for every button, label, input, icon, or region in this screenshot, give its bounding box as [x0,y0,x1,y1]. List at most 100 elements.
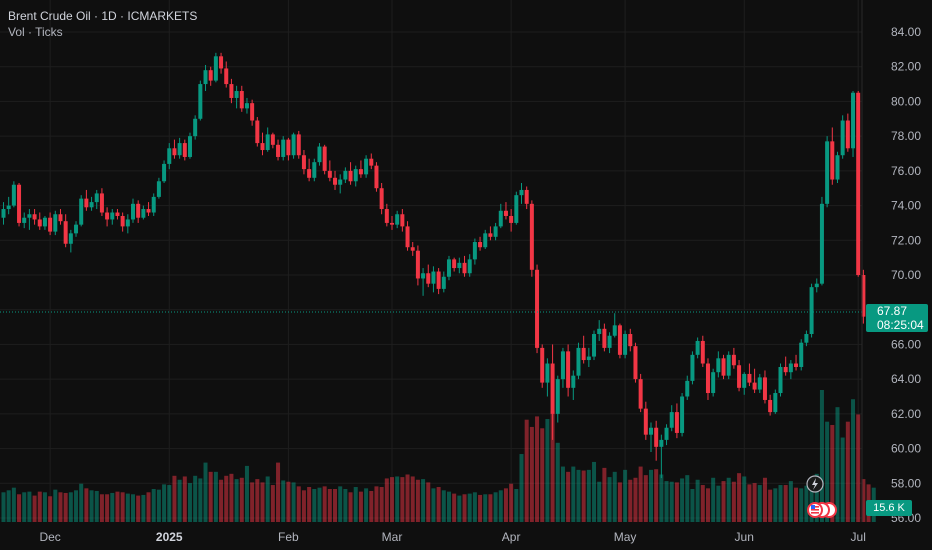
price-tick-label: 80.00 [891,94,921,108]
candle-body [131,203,135,220]
time-tick-label: May [614,530,637,544]
volume-bar [390,477,394,522]
volume-bar [571,466,576,522]
volume-bar [674,482,679,522]
candle-body [68,233,73,244]
candle-body [431,271,436,284]
volume-bar [182,476,187,522]
volume-bar [410,476,415,522]
candle-body [586,356,591,361]
candle-body [115,212,120,216]
time-tick-label: Jun [735,530,754,544]
candle-body [151,196,156,213]
volume-bar [167,485,172,522]
candle-body [581,347,586,361]
volume-bar [472,492,477,522]
volume-bar [566,471,571,522]
volume-bar [705,488,710,522]
volume-bar [250,482,255,522]
volume-bar [845,421,850,522]
candle-body [296,134,301,156]
volume-bar [529,426,534,522]
candle-body [348,170,353,182]
volume-bar [224,475,229,522]
price-tick-label: 74.00 [891,199,921,213]
volume-bar [649,469,653,522]
volume-bar [338,486,343,522]
candle-body [731,354,736,366]
candle-body [162,163,167,182]
volume-bar [255,479,260,522]
volume-bar [623,469,628,522]
candle-body [156,181,161,197]
volume-bar [773,488,778,522]
volume-bar [711,477,716,522]
candle-body [566,351,571,388]
price-axis[interactable]: 84.00 82.00 80.00 78.00 76.00 74.00 72.00 70.00… [891,25,921,525]
volume-bar [42,492,47,522]
volume-bar [633,477,638,522]
volume-bar [115,491,120,522]
candle-body [524,189,529,204]
volume-bar [94,490,99,522]
candle-body [483,233,488,248]
volume-bar [213,471,218,522]
volume-bar [737,473,742,522]
volume-bar [441,490,446,522]
candle-body [384,209,389,223]
candle-body [550,363,555,414]
earnings-flag-icon[interactable] [807,502,837,518]
candle-body [37,219,42,227]
candle-body [390,222,394,225]
volume-value-tag: 15.6 K [866,500,912,516]
volume-bar [131,494,135,522]
candle-body [560,351,565,380]
candle-body [291,134,296,156]
candle-body [747,373,752,383]
candle-body [193,118,198,137]
candle-body [809,287,814,335]
candle-body [441,276,446,289]
price-tick-label: 76.00 [891,164,921,178]
volume-bar [239,477,244,522]
volume-bar [519,454,524,522]
volume-bar [695,479,700,522]
lightning-icon[interactable] [806,475,824,493]
volume-bar [405,474,410,522]
candle-body [535,269,540,348]
candle-body [244,103,249,109]
time-axis[interactable]: Dec 2025 Feb Mar Apr May Jun Jul [39,530,865,544]
candle-body [374,165,379,189]
volume-bar [825,421,830,522]
volume-bar [317,487,322,522]
candle-body [690,354,695,381]
candle-body [680,396,685,433]
volume-bar [276,462,281,522]
candle-body [654,427,659,447]
volume-bar [643,475,648,522]
candle-body [617,325,622,355]
candle-body [757,377,762,390]
volume-bar [488,494,493,522]
volume-bar [752,483,757,522]
candle-body [105,212,110,220]
candle-body [737,365,742,388]
candle-body [768,399,773,413]
volume-bar [125,493,130,522]
candle-body [94,193,99,203]
volume-bar [229,473,234,522]
candle-body [312,162,317,178]
candle-body [317,146,322,163]
volume-bar [322,486,327,522]
candle-body [778,366,783,394]
candle-body [353,169,358,182]
candle-body [607,335,612,348]
price-tick-label: 84.00 [891,25,921,39]
volume-bar [358,491,363,522]
volume-bar [809,479,814,522]
chart-legend: Brent Crude Oil · 1D · ICMARKETS Vol · T… [8,8,197,40]
candle-body [426,273,431,284]
candle-body [219,56,224,69]
